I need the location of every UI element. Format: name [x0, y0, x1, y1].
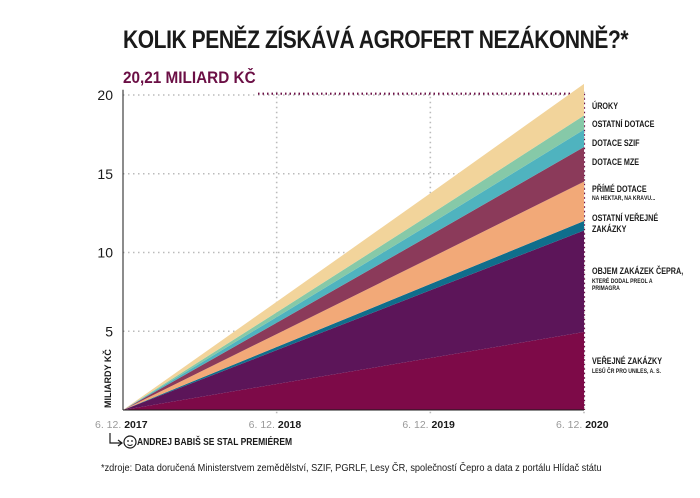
y-axis-label: MILIARDY KČ — [102, 349, 113, 408]
x-tick-label: 6. 12. 2020 — [556, 419, 609, 431]
legend-label-prime-dotace: PŘÍMÉ DOTACE — [592, 184, 647, 194]
area-verejne-zakazky — [123, 332, 584, 410]
source-footnote: *zdroje: Data doručená Ministerstvem zem… — [101, 463, 602, 474]
y-tick-label: 20 — [97, 87, 113, 103]
x-tick-label: 6. 12. 2017 — [95, 419, 148, 431]
x-tick-label: 6. 12. 2018 — [249, 419, 302, 431]
face-icon — [123, 435, 137, 449]
legend-label-cepro: OBJEM ZAKÁZEK ČEPRA, — [592, 266, 684, 276]
event-arrowhead — [117, 439, 123, 447]
legend-label-dotace-szif: DOTACE SZIF — [592, 138, 640, 148]
event-arrow — [109, 433, 121, 444]
x-tick-label: 6. 12. 2019 — [402, 419, 455, 431]
total-label: 20,21 MILIARD KČ — [123, 68, 256, 87]
axes: 5 10 15 20 MILIARDY KČ 6. 12. 2017 6. 12. 2018… — [95, 87, 609, 449]
legend-label-ostatni-verejne: OSTATNÍ VEŘEJNÉ ZAKÁZKY — [592, 213, 659, 234]
legend-label-verejne-zakazky: VEŘEJNÉ ZAKÁZKY — [592, 356, 663, 366]
y-tick-label: 10 — [97, 245, 113, 261]
legend-label-uroky: ÚROKY — [592, 101, 619, 111]
legend-label-dotace-mze: DOTACE MZE — [592, 157, 640, 167]
event-annotation: ANDREJ BABIŠ SE STAL PREMIÉREM — [137, 437, 293, 448]
y-tick-label: 15 — [97, 166, 113, 182]
legend-note-cepro: KTERÉ DODAL PREOL A PRIMAGRA — [592, 279, 653, 292]
legend-note-prime-dotace: NA HEKTAR, NA KRÁVU... — [592, 196, 656, 202]
legend-note-verejne-zakazky: LESŮ ČR PRO UNILES, A. S. — [592, 369, 661, 375]
area-series — [123, 83, 584, 410]
chart-title: KOLIK PENĚZ ZÍSKÁVÁ AGROFERT NEZÁKONNĚ?* — [123, 26, 629, 54]
y-tick-label: 5 — [105, 323, 113, 339]
legend-label-ostatni-dotace: OSTATNÍ DOTACE — [592, 119, 655, 129]
